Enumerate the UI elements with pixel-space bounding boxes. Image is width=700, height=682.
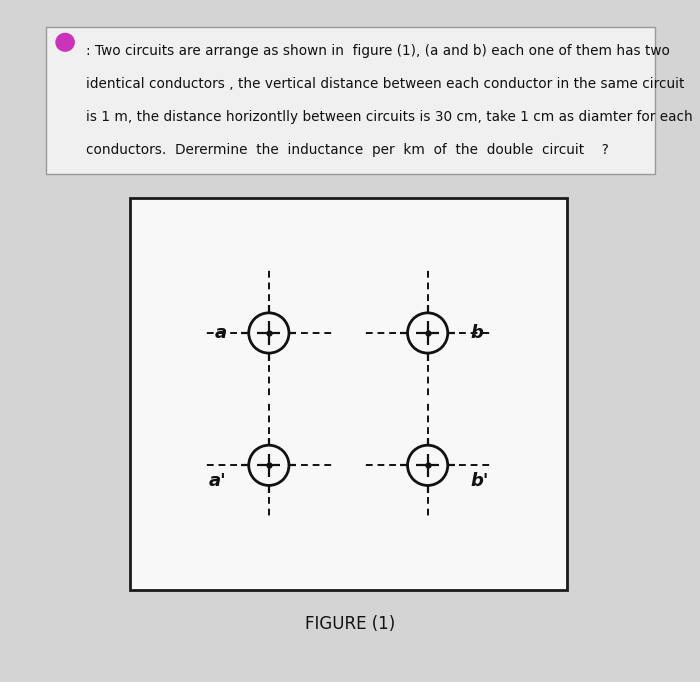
Text: conductors.  Derermine  the  inductance  per  km  of  the  double  circuit    ?: conductors. Derermine the inductance per…	[86, 143, 609, 157]
Text: FIGURE (1): FIGURE (1)	[305, 615, 395, 633]
Text: identical conductors , the vertical distance between each conductor in the same : identical conductors , the vertical dist…	[86, 77, 685, 91]
Text: is 1 m, the distance horizontlly between circuits is 30 cm, take 1 cm as diamter: is 1 m, the distance horizontlly between…	[86, 110, 693, 124]
Bar	[46, 27, 655, 174]
Text: : Two circuits are arrange as shown in  figure (1), (a and b) each one of them h: : Two circuits are arrange as shown in f…	[86, 44, 670, 59]
Text: b: b	[470, 324, 483, 342]
Text: a: a	[214, 324, 227, 342]
Text: b': b'	[470, 472, 489, 490]
Text: a': a'	[209, 472, 227, 490]
Bar	[130, 198, 567, 590]
Circle shape	[56, 33, 74, 51]
